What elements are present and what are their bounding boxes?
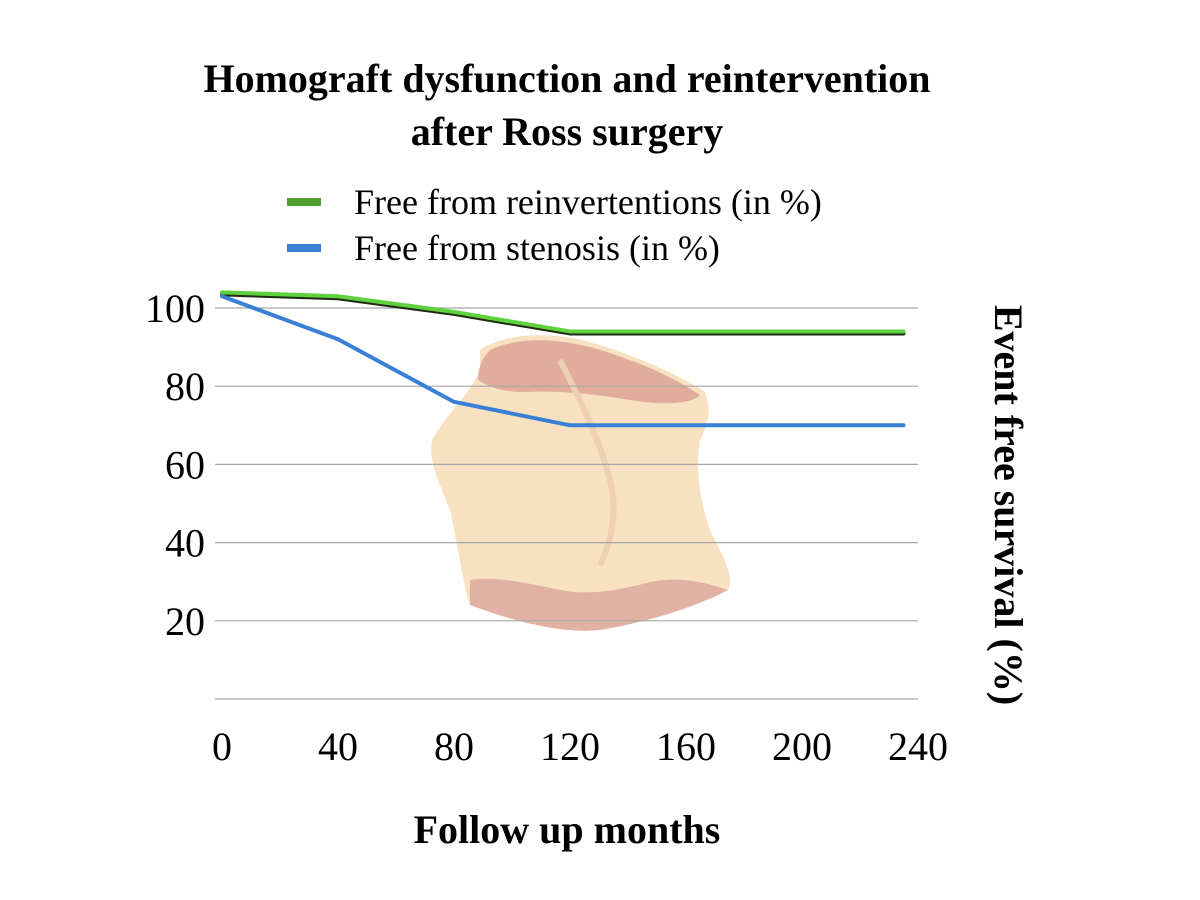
x-tick-label-120: 120 <box>540 724 600 769</box>
legend-label-reinterventions: Free from reinvertentions (in %) <box>354 182 822 222</box>
series-line-reinterventions-shadow <box>220 292 906 336</box>
y-tick-label-100: 100 <box>145 286 205 331</box>
x-tick-label-0: 0 <box>212 724 232 769</box>
x-axis: 0 40 80 120 160 200 240 <box>212 724 948 769</box>
x-tick-label-200: 200 <box>772 724 832 769</box>
series-line-stenosis <box>220 294 906 428</box>
y-tick-label-20: 20 <box>165 599 205 644</box>
y-tick-label-40: 40 <box>165 521 205 566</box>
x-tick-label-80: 80 <box>434 724 474 769</box>
legend-label-stenosis: Free from stenosis (in %) <box>354 228 720 268</box>
legend-swatch-stenosis <box>287 244 321 252</box>
y-axis-title: Event free survival (%) <box>986 305 1031 705</box>
x-tick-label-160: 160 <box>656 724 716 769</box>
y-axis: 20 40 60 80 100 <box>145 286 205 644</box>
homograft-illustration <box>431 335 730 631</box>
legend-swatch-reinterventions <box>287 198 321 206</box>
chart-title-line-1: Homograft dysfunction and reintervention <box>203 56 930 101</box>
chart-title-line-2: after Ross surgery <box>411 109 724 154</box>
series-lines <box>220 290 906 428</box>
y-tick-label-60: 60 <box>165 442 205 487</box>
x-tick-label-240: 240 <box>888 724 948 769</box>
y-tick-label-80: 80 <box>165 364 205 409</box>
gridlines <box>215 307 918 700</box>
x-tick-label-40: 40 <box>318 724 358 769</box>
legend: Free from reinvertentions (in %) Free fr… <box>287 182 822 268</box>
series-line-reinterventions <box>220 290 906 334</box>
x-axis-title: Follow up months <box>414 807 721 852</box>
